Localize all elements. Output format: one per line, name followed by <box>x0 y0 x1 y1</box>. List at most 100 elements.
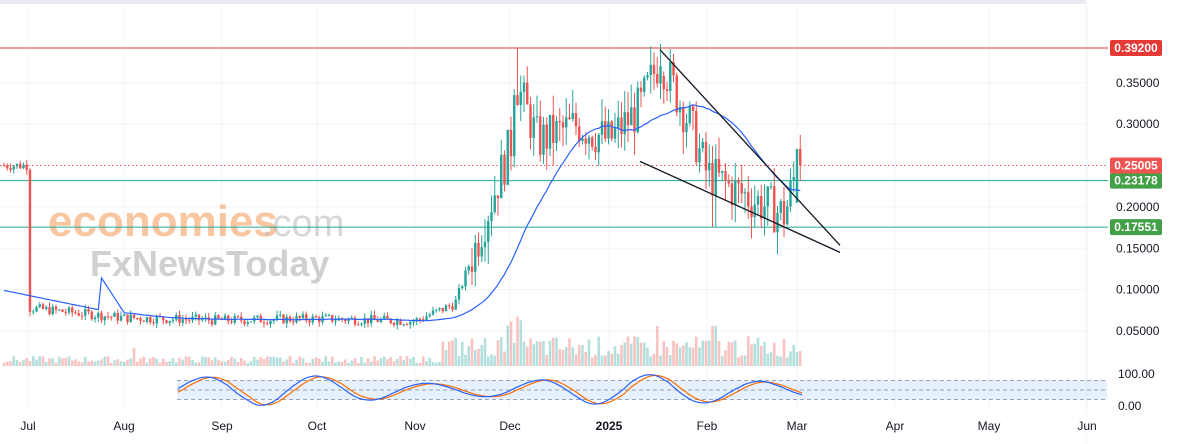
volume-bar <box>509 321 513 366</box>
volume-bar <box>165 362 168 366</box>
volume-bar <box>714 326 718 366</box>
volume-bar <box>80 362 84 366</box>
candle-body <box>249 321 253 323</box>
candle-body <box>435 309 438 311</box>
candle-body <box>529 104 532 138</box>
volume-bar <box>369 361 373 366</box>
candle-body <box>682 106 685 133</box>
candle-body <box>545 124 548 149</box>
grid <box>0 6 1088 410</box>
volume-bar <box>360 356 363 366</box>
candle-body <box>149 317 152 323</box>
volume-bar <box>181 359 185 366</box>
candle-body <box>396 320 399 325</box>
volume-bar <box>405 356 409 366</box>
candle-body <box>522 82 526 92</box>
volume-bar <box>353 358 357 366</box>
volume-bar <box>210 360 214 366</box>
candle-body <box>685 123 688 133</box>
watermark-fxnewstoday: FxNewsToday <box>90 243 329 284</box>
candle-body <box>724 170 727 182</box>
volume-bar <box>74 359 77 366</box>
volume-bar <box>187 356 191 366</box>
watermark: economies .com FxNewsToday <box>48 197 344 284</box>
volume-bar <box>122 361 126 366</box>
volume-bars <box>2 316 802 366</box>
volume-bar <box>35 359 38 366</box>
volume-bar <box>9 361 12 366</box>
oscillator-tick-label: 100.00 <box>1118 367 1155 381</box>
candle-body <box>113 312 116 317</box>
candle-body <box>230 321 233 323</box>
candle-body <box>600 121 604 135</box>
volume-bar <box>597 336 601 366</box>
volume-bar <box>698 347 701 366</box>
volume-bar <box>70 360 74 366</box>
volume-bar <box>717 340 721 366</box>
volume-bar <box>259 357 263 366</box>
oscillator-k-line <box>177 374 803 406</box>
candle-body <box>552 114 555 143</box>
candle-body <box>747 192 750 207</box>
candle-body <box>743 192 747 194</box>
candle-body <box>366 318 370 324</box>
volume-bar <box>395 358 399 366</box>
volume-bar <box>607 351 610 366</box>
volume-bar <box>304 362 308 366</box>
candle-body <box>730 183 734 206</box>
price-axis[interactable]: 0.35000 0.30000 0.20000 0.15000 0.10000 0.050… <box>1116 76 1160 413</box>
time-tick-label: Dec <box>499 419 520 433</box>
volume-bar <box>48 358 51 366</box>
candle-body <box>116 312 119 321</box>
volume-bar <box>493 355 497 366</box>
candle-body <box>669 61 672 91</box>
time-axis[interactable]: Jul Aug Sep Oct Nov Dec 2025 Feb Mar Apr May Jun <box>20 419 1096 433</box>
volume-bar <box>737 357 740 366</box>
candle-body <box>324 315 327 317</box>
volume-bar <box>226 360 230 366</box>
volume-bar <box>600 355 604 366</box>
volume-bar <box>675 343 679 366</box>
candle-body <box>542 124 545 155</box>
candle-body <box>451 306 454 310</box>
price-tick-label: 0.20000 <box>1116 200 1160 214</box>
volume-bar <box>148 358 152 366</box>
time-tick-label: Sep <box>211 419 233 433</box>
candle-body <box>786 206 789 225</box>
volume-bar <box>789 351 792 366</box>
volume-bar <box>756 337 760 366</box>
volume-bar <box>2 362 6 366</box>
candle-body <box>51 306 54 315</box>
price-badge-label: 0.39200 <box>1114 41 1158 55</box>
volume-bar <box>633 336 636 366</box>
candle-body <box>129 314 132 323</box>
candle-body <box>331 315 334 322</box>
volume-bar <box>41 356 45 366</box>
volume-bar <box>555 337 558 366</box>
volume-bar <box>239 357 243 366</box>
price-tick-label: 0.10000 <box>1116 283 1160 297</box>
candle-body <box>422 319 425 321</box>
volume-bar <box>109 362 113 366</box>
price-badge <box>1110 219 1162 236</box>
candle-body <box>695 110 698 163</box>
candle-body <box>418 318 422 320</box>
candle-body <box>516 95 519 106</box>
candle-body <box>41 304 45 309</box>
candle-body <box>145 317 149 322</box>
volume-bar <box>207 357 211 366</box>
candle-body <box>561 122 565 128</box>
volume-bar <box>792 344 796 366</box>
candle-body <box>327 315 331 317</box>
candle-body <box>753 204 756 218</box>
volume-bar <box>620 345 623 366</box>
volume-bar <box>659 355 662 366</box>
candle-body <box>110 316 113 318</box>
candle-body <box>54 306 58 310</box>
volume-bar <box>646 347 649 366</box>
volume-bar <box>629 343 633 366</box>
volume-bar <box>753 343 757 366</box>
candle-body <box>558 120 561 123</box>
candle-body <box>636 87 639 133</box>
